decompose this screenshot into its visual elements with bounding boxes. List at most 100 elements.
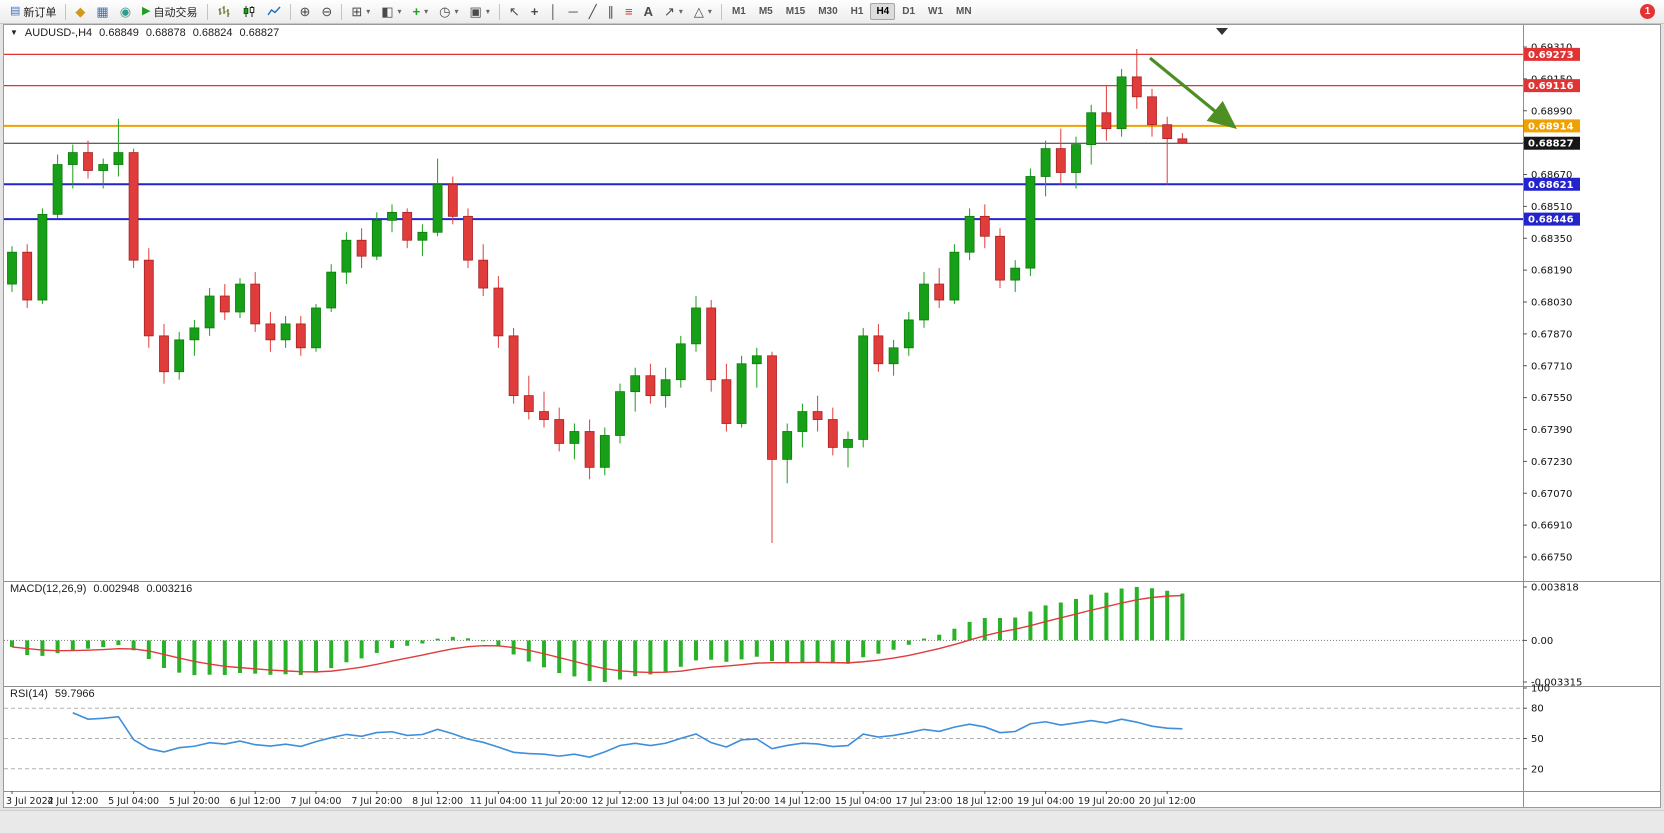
candlestick bbox=[569, 431, 580, 444]
cursor-icon: ↖ bbox=[508, 4, 520, 19]
y-tick-label: 0.68990 bbox=[1531, 106, 1572, 117]
timeframe-h4[interactable]: H4 bbox=[870, 3, 896, 20]
shapes-icon: △ bbox=[693, 4, 704, 19]
y-tick-label: 0.68030 bbox=[1531, 298, 1572, 309]
data-window-button[interactable]: ▦ bbox=[91, 2, 113, 22]
candlestick bbox=[189, 327, 200, 341]
x-tick-label: 8 Jul 12:00 bbox=[412, 796, 463, 807]
shapes-tool-button[interactable]: △ ▾ bbox=[689, 2, 717, 22]
text-tool-button[interactable]: A bbox=[639, 2, 658, 22]
candlestick bbox=[143, 259, 154, 337]
candlestick bbox=[615, 391, 625, 436]
templates-button[interactable]: ▣ ▾ bbox=[465, 2, 495, 22]
timeframe-w1[interactable]: W1 bbox=[922, 3, 949, 20]
x-tick-label: 15 Jul 04:00 bbox=[835, 796, 892, 807]
navigator-button[interactable]: ◉ bbox=[115, 2, 136, 22]
y-tick-label: 0.67070 bbox=[1531, 489, 1572, 500]
price-label bbox=[1524, 79, 1580, 93]
candlestick bbox=[812, 411, 823, 420]
price-label-text: 0.68446 bbox=[1528, 215, 1574, 226]
toolbar-separator bbox=[341, 3, 343, 20]
toolbar-separator bbox=[289, 3, 291, 20]
candlestick bbox=[341, 239, 352, 273]
candlestick bbox=[888, 347, 899, 365]
x-tick-label: 14 Jul 12:00 bbox=[774, 796, 831, 807]
y-tick-label: 0.66910 bbox=[1531, 521, 1572, 532]
trend-arrow[interactable] bbox=[1148, 56, 1237, 130]
candlestick bbox=[584, 431, 595, 468]
timeframe-m30[interactable]: M30 bbox=[812, 3, 843, 20]
candlestick bbox=[52, 164, 63, 215]
chart-shift-marker[interactable] bbox=[1216, 28, 1228, 35]
x-tick-label: 7 Jul 04:00 bbox=[291, 796, 342, 807]
candlestick bbox=[1131, 76, 1142, 98]
candlestick bbox=[67, 152, 78, 165]
cursor-tool-button[interactable]: ↖ bbox=[504, 2, 525, 22]
candlestick bbox=[1147, 96, 1157, 126]
profiles-button[interactable]: ◧ ▾ bbox=[376, 2, 406, 22]
horizontal-line-tool-button[interactable]: ─ bbox=[563, 2, 582, 22]
rsi-line bbox=[72, 711, 1183, 758]
zoom-out-icon: ⊖ bbox=[321, 4, 333, 19]
trendline-icon: ╱ bbox=[588, 4, 597, 19]
new-chart-icon: ⊞ bbox=[351, 4, 363, 19]
candlestick bbox=[37, 213, 48, 301]
toolbar-separator bbox=[498, 3, 500, 20]
candlestick bbox=[250, 283, 261, 325]
candlestick bbox=[1086, 112, 1097, 146]
x-tick-label: 13 Jul 20:00 bbox=[713, 796, 770, 807]
candlestick bbox=[858, 335, 869, 440]
crosshair-tool-button[interactable]: + bbox=[526, 2, 544, 22]
candlestick bbox=[371, 219, 382, 257]
autotrading-icon: ▶ bbox=[142, 5, 151, 17]
chart-canvas[interactable]: 0.66750 0.66910 0.67070 0.67230 0.67390 0.675… bbox=[4, 25, 1660, 807]
data-window-icon: ▦ bbox=[96, 4, 109, 19]
price-label bbox=[1524, 119, 1580, 133]
x-tick-label: 20 Jul 12:00 bbox=[1139, 796, 1196, 807]
candlestick bbox=[949, 251, 960, 301]
chevron-down-icon: ▾ bbox=[707, 7, 712, 16]
candlestick bbox=[174, 339, 185, 373]
candlestick bbox=[1116, 76, 1127, 130]
vertical-line-tool-button[interactable]: │ bbox=[544, 2, 562, 22]
rsi-scale-label: 20 bbox=[1531, 764, 1544, 775]
y-tick-label: 0.67390 bbox=[1531, 425, 1572, 436]
candlestick bbox=[797, 411, 808, 432]
y-tick-label: 0.68510 bbox=[1531, 202, 1572, 213]
line-chart-button[interactable] bbox=[262, 2, 286, 22]
market-watch-button[interactable]: ◆ bbox=[70, 2, 90, 22]
timeframe-d1[interactable]: D1 bbox=[896, 3, 921, 20]
candlestick bbox=[508, 335, 519, 397]
fibonacci-tool-button[interactable]: ≡ bbox=[620, 2, 638, 22]
price-label bbox=[1524, 47, 1580, 61]
candlestick-chart-button[interactable] bbox=[237, 2, 261, 22]
toolbar-separator bbox=[65, 3, 67, 20]
zoom-out-button[interactable]: ⊖ bbox=[316, 2, 337, 22]
indicators-button[interactable]: + ▾ bbox=[408, 2, 434, 22]
x-tick-label: 11 Jul 04:00 bbox=[470, 796, 527, 807]
macd-scale-label: -0.003315 bbox=[1531, 678, 1582, 689]
candlestick bbox=[22, 251, 33, 301]
timeframe-m15[interactable]: M15 bbox=[780, 3, 811, 20]
arrows-tool-button[interactable]: ↗ ▾ bbox=[659, 2, 688, 22]
autotrading-button[interactable]: ▶ 自动交易 bbox=[137, 2, 202, 22]
candlestick bbox=[463, 215, 473, 261]
trendline-tool-button[interactable]: ╱ bbox=[584, 2, 602, 22]
line-chart-icon bbox=[266, 6, 281, 16]
periods-button[interactable]: ◷ ▾ bbox=[434, 2, 463, 22]
timeframe-m5[interactable]: M5 bbox=[753, 3, 779, 20]
new-order-button[interactable]: ▤ 新订单 bbox=[5, 2, 61, 22]
y-tick-label: 0.67710 bbox=[1531, 361, 1572, 372]
notification-badge[interactable]: 1 bbox=[1640, 4, 1655, 19]
x-tick-label: 13 Jul 04:00 bbox=[652, 796, 709, 807]
timeframe-m1[interactable]: M1 bbox=[726, 3, 752, 20]
zoom-in-button[interactable]: ⊕ bbox=[295, 2, 316, 22]
channel-tool-button[interactable]: ∥ bbox=[603, 2, 620, 22]
new-chart-button[interactable]: ⊞ ▾ bbox=[346, 2, 375, 22]
timeframe-mn[interactable]: MN bbox=[950, 3, 978, 20]
fibonacci-icon: ≡ bbox=[625, 4, 633, 19]
y-tick-label: 0.68190 bbox=[1531, 266, 1572, 277]
bar-chart-button[interactable] bbox=[212, 2, 236, 22]
macd-scale-label: 0.00 bbox=[1531, 636, 1553, 647]
timeframe-h1[interactable]: H1 bbox=[845, 3, 870, 20]
